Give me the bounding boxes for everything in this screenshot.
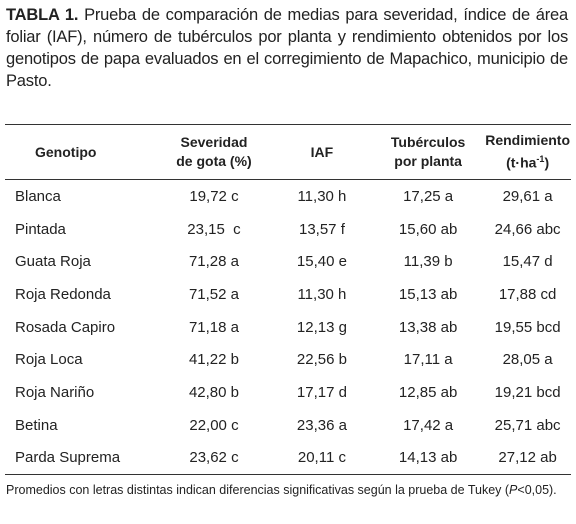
table-row: Parda Suprema 23,62 c 20,11 c 14,13 ab 27,12… xyxy=(5,441,571,476)
footnote-text: <0,05). xyxy=(517,483,557,497)
footnote-text: Promedios con letras distintas indican d… xyxy=(6,483,510,497)
header: Rendimiento (t·ha-1) xyxy=(484,124,571,180)
header-text: Genotipo xyxy=(35,143,97,160)
value-cell: 17,42 a xyxy=(403,416,454,434)
value-cell: 27,12 ab xyxy=(484,441,571,476)
value-cell: 24,66 abc xyxy=(494,220,561,238)
value-cell: 20,11 c xyxy=(271,441,373,476)
header-sup: -1 xyxy=(536,154,545,165)
header: IAF xyxy=(271,124,373,180)
table-row: Roja Nariño 42,80 b 17,17 d 12,85 ab 19,21 b… xyxy=(5,376,571,409)
caption-label: TABLA 1. xyxy=(6,6,79,24)
caption: TABLA 1. Prueba de comparación de medias… xyxy=(6,4,568,92)
header-text: Tubérculos xyxy=(390,134,466,150)
value-cell: 11,30 h xyxy=(297,285,347,303)
value-cell: 13,57 f xyxy=(298,220,345,238)
value-cell: 19,55 bcd xyxy=(494,318,561,336)
table-row: Betina 22,00 c 23,36 a 17,42 a 25,71 abc xyxy=(5,409,571,442)
value-cell: 19,21 bcd xyxy=(494,383,561,401)
value-cell: 71,52 a xyxy=(188,285,239,303)
value-cell: 71,28 a xyxy=(188,253,239,271)
value-cell: 22,56 b xyxy=(296,351,347,369)
value-cell: 11,30 h xyxy=(297,187,347,205)
genotype-cell: Betina xyxy=(15,416,58,434)
caption-text: Prueba de comparación de medias para sev… xyxy=(6,6,568,90)
genotype-cell: Pintada xyxy=(15,220,66,238)
value-cell: 15,13 ab xyxy=(398,285,458,303)
value-cell: 71,18 a xyxy=(188,318,239,336)
value-cell: 29,61 a xyxy=(502,187,553,205)
table: Genotipo Severidad de gota (%) IAF Tubérc… xyxy=(5,124,571,476)
value-cell: 19,72 c xyxy=(189,187,239,205)
genotype-cell: Blanca xyxy=(15,187,61,205)
value-cell: 14,13 ab xyxy=(372,441,485,476)
header-text: de gota (%) xyxy=(176,153,252,169)
value-cell: 23,15 c xyxy=(187,220,241,238)
value-cell: 17,88 cd xyxy=(498,285,557,303)
value-cell: 17,11 a xyxy=(403,351,453,369)
value-cell: 28,05 a xyxy=(502,351,553,369)
value-cell: 17,25 a xyxy=(403,187,454,205)
value-cell: 13,38 ab xyxy=(398,318,458,336)
genotype-cell: Guata Roja xyxy=(15,253,91,271)
table-body: Blanca 19,72 c 11,30 h 17,25 a 29,61 a Pintad… xyxy=(5,180,571,476)
table-row: Roja Redonda 71,52 a 11,30 h 15,13 ab 17,88 … xyxy=(5,278,571,311)
value-cell: 41,22 b xyxy=(188,351,239,369)
value-cell: 22,00 c xyxy=(189,416,239,434)
value-cell: 11,39 b xyxy=(403,253,453,271)
genotype-cell: Roja Nariño xyxy=(15,383,95,401)
value-cell: 42,80 b xyxy=(188,383,239,401)
header-text: IAF xyxy=(310,143,334,160)
value-cell: 23,62 c xyxy=(156,441,272,476)
header-text: por planta xyxy=(394,153,462,169)
genotype-cell: Parda Suprema xyxy=(5,441,157,476)
value-cell: 12,85 ab xyxy=(398,383,458,401)
header-text: (t·ha xyxy=(506,154,537,171)
header: Genotipo xyxy=(5,124,157,180)
value-cell: 12,13 g xyxy=(296,318,347,336)
genotype-cell: Rosada Capiro xyxy=(15,318,116,336)
genotype-cell: Roja Redonda xyxy=(15,285,111,303)
genotype-cell: Roja Loca xyxy=(15,351,83,369)
value-cell: 23,36 a xyxy=(296,416,347,434)
header-text: Severidad xyxy=(180,134,248,150)
header: Tubérculos por planta xyxy=(372,124,485,180)
header-text: ) xyxy=(544,154,550,171)
table-row: Guata Roja 71,28 a 15,40 e 11,39 b 15,47 d xyxy=(5,245,571,278)
header-text: Rendimiento xyxy=(485,132,570,149)
table-row: Rosada Capiro 71,18 a 12,13 g 13,38 ab 19,55… xyxy=(5,311,571,344)
value-cell: 15,40 e xyxy=(296,253,347,271)
footnote: Promedios con letras distintas indican d… xyxy=(6,482,568,499)
value-cell: 17,17 d xyxy=(296,383,347,401)
table-row: Roja Loca 41,22 b 22,56 b 17,11 a 28,05 a xyxy=(5,343,571,376)
value-cell: 25,71 abc xyxy=(494,416,561,434)
table-row: Blanca 19,72 c 11,30 h 17,25 a 29,61 a xyxy=(5,180,571,213)
header: Severidad de gota (%) xyxy=(156,124,272,180)
value-cell: 15,47 d xyxy=(502,253,553,271)
footnote-italic: P xyxy=(509,483,518,497)
table-row: Pintada 23,15 c 13,57 f 15,60 ab 24,66 abc xyxy=(5,213,571,246)
value-cell: 15,60 ab xyxy=(398,220,458,238)
